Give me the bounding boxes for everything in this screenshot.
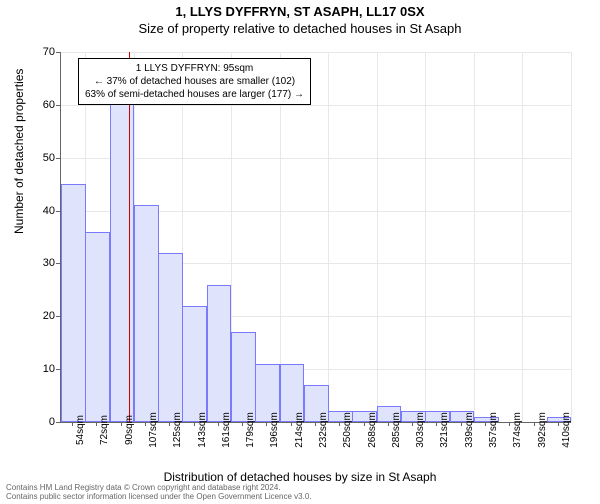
- histogram-bar: [182, 306, 207, 422]
- histogram-bar: [231, 332, 256, 422]
- xtick-label: 107sqm: [148, 412, 159, 448]
- histogram-bar: [85, 232, 110, 422]
- ytick-label: 70: [35, 46, 55, 58]
- xtick-mark: [242, 422, 243, 426]
- histogram-bar: [61, 184, 86, 422]
- xtick-label: 410sqm: [561, 412, 572, 448]
- ytick-mark: [56, 158, 60, 159]
- histogram-bar: [134, 205, 159, 422]
- title-sub: Size of property relative to detached ho…: [0, 21, 600, 36]
- ytick-mark: [56, 105, 60, 106]
- xtick-mark: [485, 422, 486, 426]
- xtick-mark: [169, 422, 170, 426]
- xtick-mark: [364, 422, 365, 426]
- footer-attribution: Contains HM Land Registry data © Crown c…: [6, 483, 312, 502]
- footer-line2: Contains public sector information licen…: [6, 492, 312, 502]
- ytick-mark: [56, 422, 60, 423]
- ytick-mark: [56, 316, 60, 317]
- property-marker-line: [129, 52, 130, 422]
- xtick-label: 214sqm: [294, 412, 305, 448]
- xtick-label: 339sqm: [464, 412, 475, 448]
- xtick-label: 125sqm: [172, 412, 183, 448]
- xtick-label: 285sqm: [391, 412, 402, 448]
- info-box: 1 LLYS DYFFRYN: 95sqm← 37% of detached h…: [78, 58, 311, 105]
- ytick-label: 30: [35, 257, 55, 269]
- ytick-mark: [56, 263, 60, 264]
- ytick-label: 10: [35, 363, 55, 375]
- xtick-mark: [461, 422, 462, 426]
- xtick-label: 90sqm: [124, 415, 135, 445]
- ytick-mark: [56, 211, 60, 212]
- xtick-label: 179sqm: [245, 412, 256, 448]
- xtick-mark: [436, 422, 437, 426]
- xtick-mark: [558, 422, 559, 426]
- xtick-label: 54sqm: [75, 415, 86, 445]
- xtick-label: 72sqm: [99, 415, 110, 445]
- ytick-label: 20: [35, 310, 55, 322]
- ytick-label: 40: [35, 205, 55, 217]
- histogram-bar: [158, 253, 183, 422]
- xtick-label: 161sqm: [221, 412, 232, 448]
- xtick-mark: [534, 422, 535, 426]
- xtick-mark: [266, 422, 267, 426]
- ytick-label: 50: [35, 152, 55, 164]
- gridline-h: [61, 52, 571, 53]
- info-box-line: 1 LLYS DYFFRYN: 95sqm: [85, 62, 304, 75]
- xtick-label: 392sqm: [537, 412, 548, 448]
- xtick-mark: [509, 422, 510, 426]
- title-main: 1, LLYS DYFFRYN, ST ASAPH, LL17 0SX: [0, 4, 600, 19]
- info-box-line: ← 37% of detached houses are smaller (10…: [85, 75, 304, 88]
- xtick-label: 268sqm: [367, 412, 378, 448]
- xtick-label: 374sqm: [512, 412, 523, 448]
- y-axis-label: Number of detached properties: [12, 69, 26, 234]
- xtick-mark: [96, 422, 97, 426]
- gridline-v: [522, 52, 523, 422]
- ytick-mark: [56, 369, 60, 370]
- xtick-label: 232sqm: [318, 412, 329, 448]
- xtick-mark: [218, 422, 219, 426]
- plot-area: [60, 52, 571, 423]
- gridline-v: [328, 52, 329, 422]
- info-box-line: 63% of semi-detached houses are larger (…: [85, 88, 304, 101]
- xtick-label: 143sqm: [197, 412, 208, 448]
- ytick-mark: [56, 52, 60, 53]
- gridline-v: [571, 52, 572, 422]
- xtick-mark: [121, 422, 122, 426]
- footer-line1: Contains HM Land Registry data © Crown c…: [6, 483, 312, 493]
- xtick-mark: [412, 422, 413, 426]
- xtick-mark: [388, 422, 389, 426]
- histogram-bar: [110, 100, 135, 422]
- gridline-h: [61, 158, 571, 159]
- xtick-mark: [291, 422, 292, 426]
- gridline-v: [425, 52, 426, 422]
- xtick-mark: [145, 422, 146, 426]
- gridline-v: [474, 52, 475, 422]
- xtick-mark: [315, 422, 316, 426]
- xtick-label: 303sqm: [415, 412, 426, 448]
- xtick-mark: [339, 422, 340, 426]
- histogram-bar: [207, 285, 232, 422]
- xtick-label: 357sqm: [488, 412, 499, 448]
- gridline-v: [377, 52, 378, 422]
- ytick-label: 60: [35, 99, 55, 111]
- xtick-mark: [72, 422, 73, 426]
- ytick-label: 0: [35, 416, 55, 428]
- xtick-label: 250sqm: [342, 412, 353, 448]
- xtick-mark: [194, 422, 195, 426]
- xtick-label: 321sqm: [439, 412, 450, 448]
- xtick-label: 196sqm: [269, 412, 280, 448]
